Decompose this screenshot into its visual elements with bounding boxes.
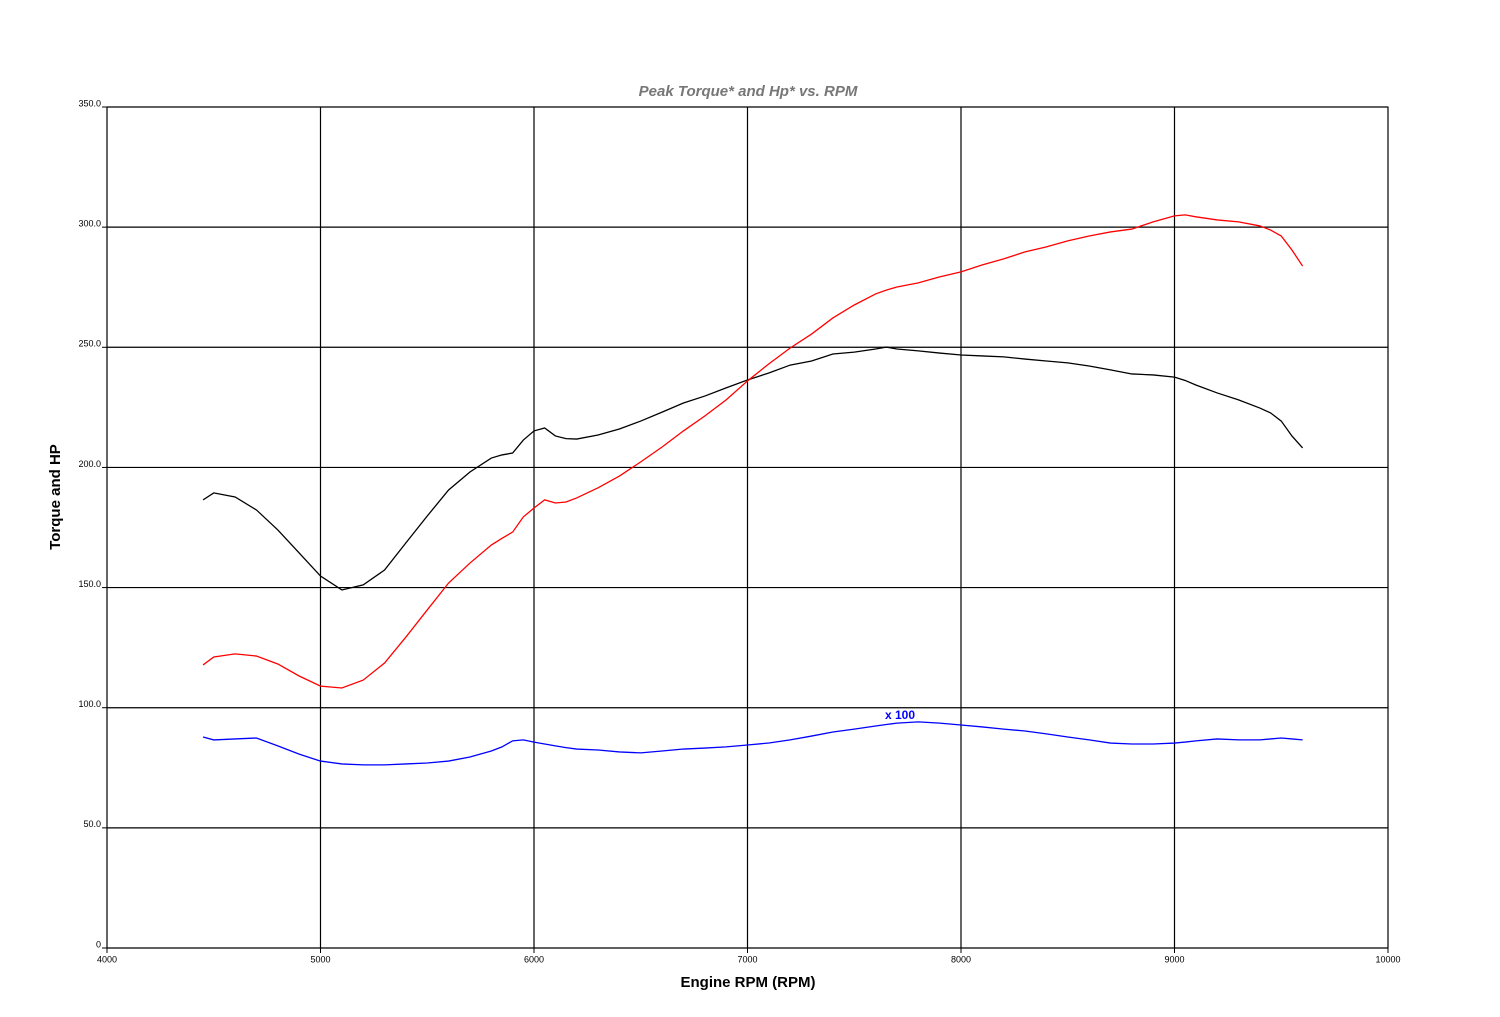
- x-tick-label: 10000: [1375, 954, 1400, 964]
- y-tick-label: 250.0: [78, 339, 101, 349]
- x-tick-label: 8000: [951, 954, 971, 964]
- y-tick-label: 200.0: [78, 459, 101, 469]
- y-tick-label: 50.0: [83, 819, 101, 829]
- series-line: [202, 721, 1303, 766]
- series-line: [202, 346, 1304, 591]
- y-tick-label: 150.0: [78, 579, 101, 589]
- y-axis-label: Torque and HP: [47, 444, 64, 550]
- x-axis-label: Engine RPM (RPM): [681, 974, 816, 991]
- x-tick-label: 7000: [737, 954, 757, 964]
- x-tick-label: 4000: [97, 954, 117, 964]
- x-tick-label: 5000: [310, 954, 330, 964]
- y-tick-label: 0: [96, 939, 101, 949]
- x-tick-label: 9000: [1164, 954, 1184, 964]
- y-tick-label: 100.0: [78, 699, 101, 709]
- annotation: x 100: [885, 708, 915, 722]
- y-tick-label: 300.0: [78, 219, 101, 229]
- chart-title: Peak Torque* and Hp* vs. RPM: [639, 83, 858, 100]
- y-tick-label: 350.0: [78, 98, 101, 108]
- series-line: [202, 214, 1304, 689]
- x-tick-label: 6000: [524, 954, 544, 964]
